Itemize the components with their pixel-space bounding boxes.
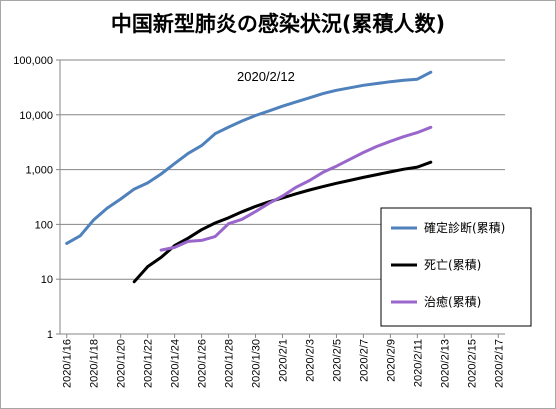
x-tick-label: 2020/1/30 <box>251 339 263 388</box>
legend: 確定診断(累積) 死亡(累積) 治癒(累積) <box>380 207 532 327</box>
x-tick-label: 2020/2/1 <box>278 339 290 382</box>
chart-title: 中国新型肺炎の感染状況(累積人数) <box>111 12 445 36</box>
y-axis-ticks: 1 10 100 1,000 10,000 100,000 <box>13 55 60 341</box>
y-tick-label: 100,000 <box>13 55 53 67</box>
y-tick-label: 10,000 <box>19 110 53 122</box>
y-tick-label: 100 <box>35 219 53 231</box>
x-tick-label: 2020/2/7 <box>358 339 370 382</box>
x-tick-label: 2020/2/3 <box>304 339 316 382</box>
series-line-2 <box>132 160 433 284</box>
x-axis-ticks: 2020/1/16 2020/1/18 2020/1/20 2020/1/22 2020… <box>62 334 505 388</box>
x-tick-label: 2020/1/20 <box>116 339 128 388</box>
y-tick-label: 1 <box>47 329 53 341</box>
y-tick-label: 10 <box>41 274 53 286</box>
date-annotation: 2020/2/12 <box>237 69 295 84</box>
x-tick-label: 2020/1/28 <box>224 339 236 388</box>
x-tick-label: 2020/2/15 <box>466 339 478 388</box>
x-tick-label: 2020/1/18 <box>89 339 101 388</box>
x-tick-label: 2020/2/17 <box>493 339 505 388</box>
x-tick-label: 2020/2/5 <box>331 339 343 382</box>
series-line-1 <box>65 70 433 245</box>
y-tick-label: 1,000 <box>25 165 53 177</box>
legend-label-3: 治癒(累積) <box>424 294 481 309</box>
x-tick-label: 2020/2/11 <box>412 339 424 387</box>
x-tick-label: 2020/1/26 <box>197 339 209 388</box>
legend-label-2: 死亡(累積) <box>424 257 481 272</box>
x-tick-label: 2020/1/24 <box>170 339 182 388</box>
series-lines <box>65 70 433 284</box>
series-line-3 <box>159 125 433 252</box>
x-tick-label: 2020/1/22 <box>143 339 155 388</box>
x-tick-label: 2020/2/13 <box>439 339 451 388</box>
x-tick-label: 2020/2/9 <box>385 339 397 382</box>
x-tick-label: 2020/1/16 <box>62 339 74 388</box>
legend-label-1: 確定診断(累積) <box>424 220 505 235</box>
